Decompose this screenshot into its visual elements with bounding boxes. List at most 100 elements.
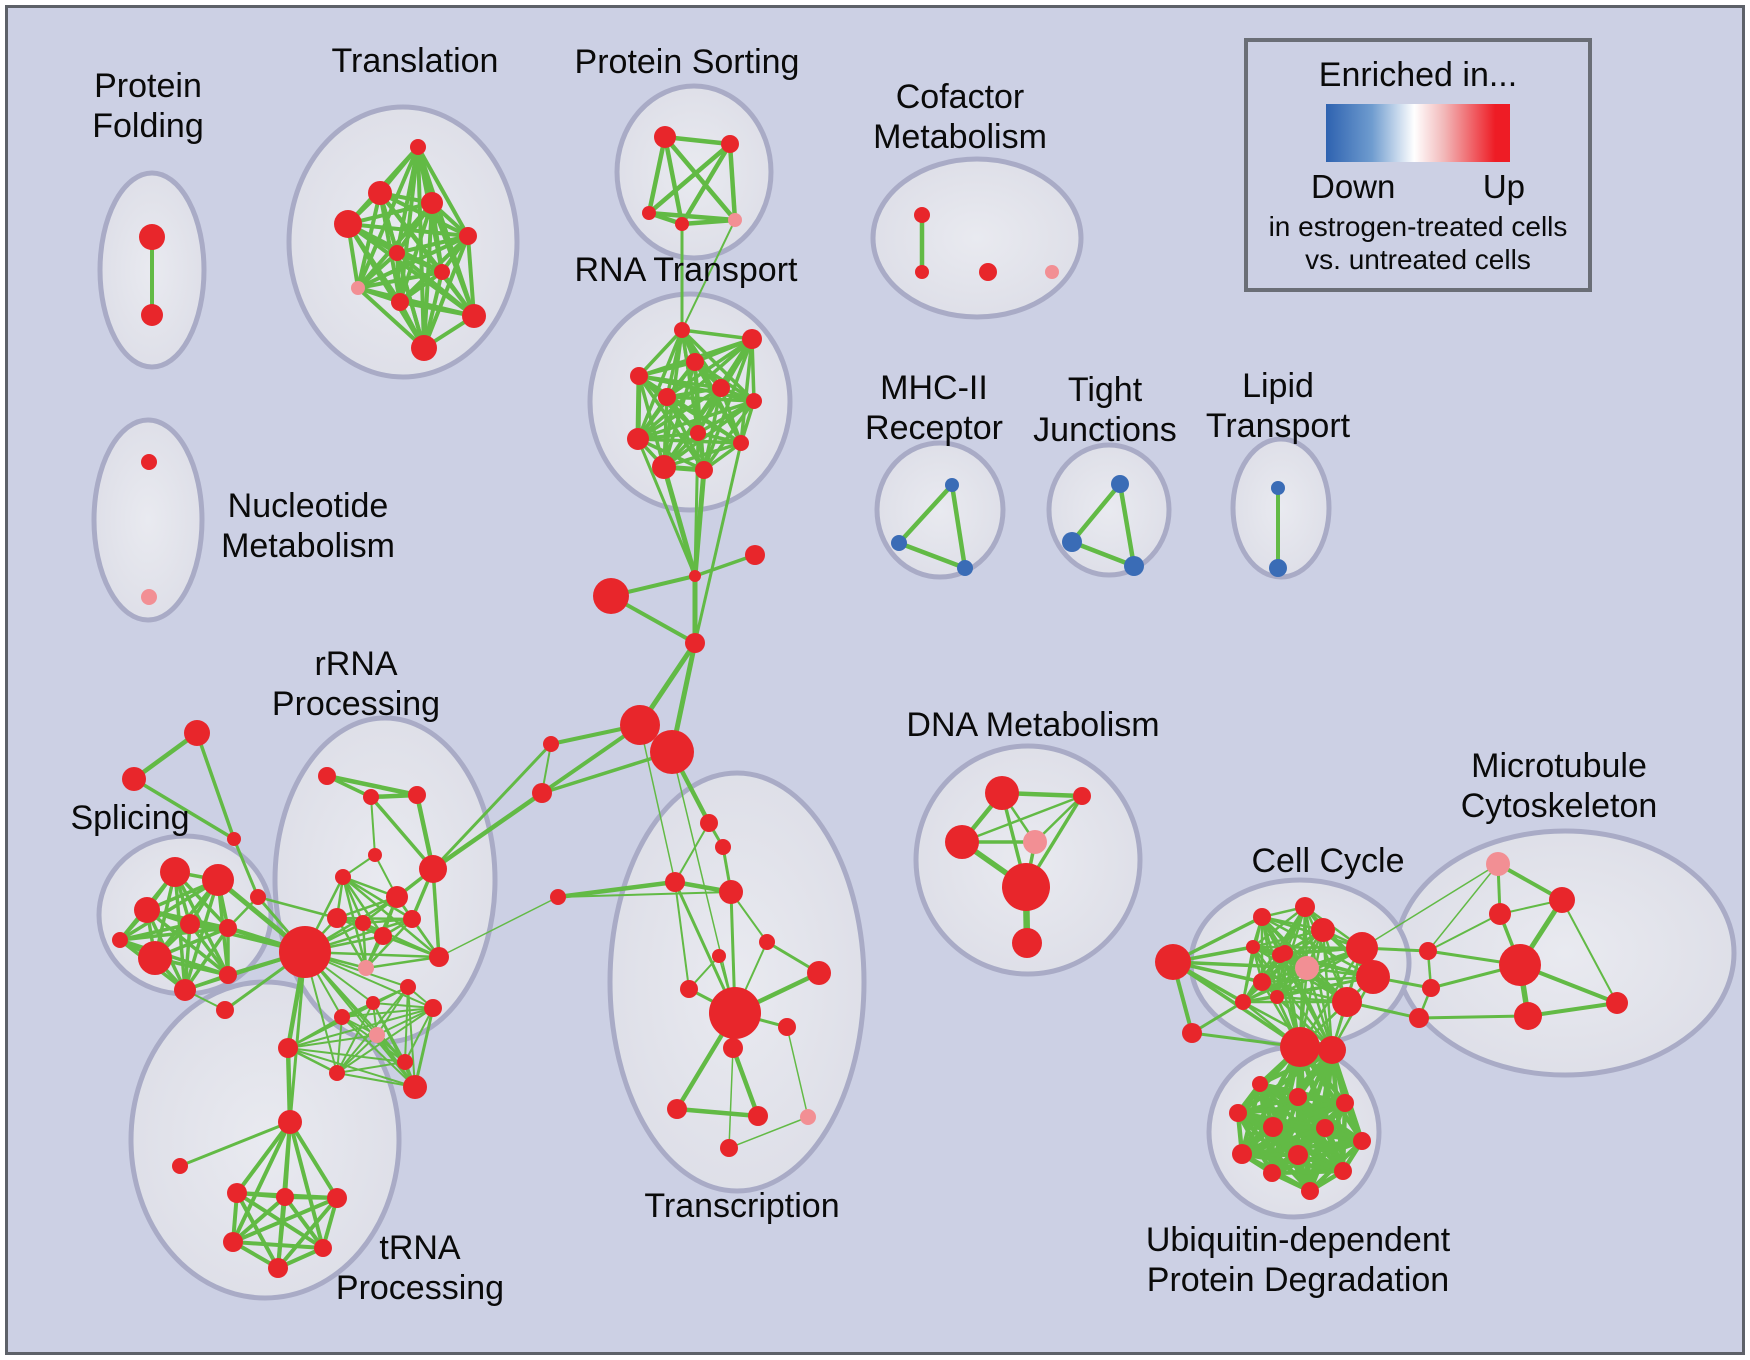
gene-set-node[interactable] — [389, 245, 405, 261]
gene-set-node[interactable] — [700, 814, 718, 832]
gene-set-node[interactable] — [276, 1188, 294, 1206]
gene-set-node[interactable] — [720, 1139, 738, 1157]
gene-set-node[interactable] — [957, 560, 973, 576]
gene-set-node[interactable] — [1271, 481, 1285, 495]
gene-set-node[interactable] — [223, 1232, 243, 1252]
gene-set-node[interactable] — [1499, 944, 1541, 986]
gene-set-node[interactable] — [327, 908, 347, 928]
gene-set-node[interactable] — [141, 454, 157, 470]
gene-set-node[interactable] — [403, 1075, 427, 1099]
gene-set-node[interactable] — [421, 192, 443, 214]
gene-set-node[interactable] — [363, 789, 379, 805]
gene-set-node[interactable] — [689, 570, 701, 582]
gene-set-node[interactable] — [709, 987, 761, 1039]
gene-set-node[interactable] — [369, 1027, 385, 1043]
gene-set-node[interactable] — [202, 864, 234, 896]
gene-set-node[interactable] — [1318, 1036, 1346, 1064]
gene-set-node[interactable] — [397, 1054, 413, 1070]
gene-set-node[interactable] — [1336, 1094, 1354, 1112]
gene-set-node[interactable] — [723, 1038, 743, 1058]
gene-set-node[interactable] — [652, 455, 676, 479]
gene-set-node[interactable] — [1246, 940, 1260, 954]
gene-set-node[interactable] — [1232, 1144, 1252, 1164]
gene-set-node[interactable] — [686, 353, 704, 371]
gene-set-node[interactable] — [386, 886, 408, 908]
gene-set-node[interactable] — [268, 1258, 288, 1278]
gene-set-node[interactable] — [318, 767, 336, 785]
gene-set-node[interactable] — [219, 919, 237, 937]
gene-set-node[interactable] — [1277, 945, 1293, 961]
gene-set-node[interactable] — [654, 126, 676, 148]
gene-set-node[interactable] — [891, 535, 907, 551]
gene-set-node[interactable] — [1288, 1145, 1308, 1165]
gene-set-node[interactable] — [368, 181, 392, 205]
gene-set-node[interactable] — [400, 979, 416, 995]
gene-set-node[interactable] — [1334, 1162, 1352, 1180]
gene-set-node[interactable] — [620, 705, 660, 745]
gene-set-node[interactable] — [329, 1065, 345, 1081]
gene-set-node[interactable] — [408, 786, 426, 804]
gene-set-node[interactable] — [675, 217, 689, 231]
gene-set-node[interactable] — [712, 949, 726, 963]
gene-set-node[interactable] — [403, 910, 421, 928]
gene-set-node[interactable] — [728, 213, 742, 227]
gene-set-node[interactable] — [1124, 556, 1144, 576]
gene-set-node[interactable] — [1263, 1117, 1283, 1137]
gene-set-node[interactable] — [685, 633, 705, 653]
gene-set-node[interactable] — [335, 869, 351, 885]
gene-set-node[interactable] — [532, 783, 552, 803]
gene-set-node[interactable] — [1514, 1002, 1542, 1030]
gene-set-node[interactable] — [1012, 928, 1042, 958]
gene-set-node[interactable] — [719, 880, 743, 904]
gene-set-node[interactable] — [1045, 265, 1059, 279]
gene-set-node[interactable] — [434, 264, 450, 280]
gene-set-node[interactable] — [1155, 944, 1191, 980]
gene-set-node[interactable] — [227, 832, 241, 846]
gene-set-node[interactable] — [667, 1099, 687, 1119]
gene-set-node[interactable] — [914, 207, 930, 223]
gene-set-node[interactable] — [314, 1239, 332, 1257]
gene-set-node[interactable] — [1270, 990, 1284, 1004]
gene-set-node[interactable] — [690, 425, 706, 441]
gene-set-node[interactable] — [1353, 1132, 1371, 1150]
gene-set-node[interactable] — [279, 926, 331, 978]
gene-set-node[interactable] — [368, 848, 382, 862]
gene-set-node[interactable] — [695, 461, 713, 479]
gene-set-node[interactable] — [1263, 1164, 1281, 1182]
gene-set-node[interactable] — [351, 281, 365, 295]
gene-set-node[interactable] — [1346, 932, 1378, 964]
gene-set-node[interactable] — [1062, 532, 1082, 552]
gene-set-node[interactable] — [915, 265, 929, 279]
gene-set-node[interactable] — [1235, 994, 1251, 1010]
gene-set-node[interactable] — [1295, 956, 1319, 980]
gene-set-node[interactable] — [550, 889, 566, 905]
gene-set-node[interactable] — [122, 767, 146, 791]
gene-set-node[interactable] — [1280, 1027, 1320, 1067]
gene-set-node[interactable] — [139, 224, 165, 250]
gene-set-node[interactable] — [141, 589, 157, 605]
gene-set-node[interactable] — [543, 736, 559, 752]
gene-set-node[interactable] — [429, 947, 449, 967]
gene-set-node[interactable] — [141, 304, 163, 326]
gene-set-node[interactable] — [665, 872, 685, 892]
gene-set-node[interactable] — [778, 1018, 796, 1036]
gene-set-node[interactable] — [1409, 1008, 1429, 1028]
gene-set-node[interactable] — [1111, 475, 1129, 493]
gene-set-node[interactable] — [630, 367, 648, 385]
gene-set-node[interactable] — [1486, 852, 1510, 876]
gene-set-node[interactable] — [1229, 1104, 1247, 1122]
gene-set-node[interactable] — [1606, 992, 1628, 1014]
gene-set-node[interactable] — [355, 915, 371, 931]
gene-set-node[interactable] — [278, 1038, 298, 1058]
gene-set-node[interactable] — [748, 1106, 768, 1126]
gene-set-node[interactable] — [459, 227, 477, 245]
gene-set-node[interactable] — [1182, 1023, 1202, 1043]
gene-set-node[interactable] — [462, 304, 486, 328]
gene-set-node[interactable] — [807, 961, 831, 985]
gene-set-node[interactable] — [985, 776, 1019, 810]
gene-set-node[interactable] — [1489, 903, 1511, 925]
gene-set-node[interactable] — [593, 578, 629, 614]
gene-set-node[interactable] — [138, 941, 172, 975]
gene-set-node[interactable] — [746, 393, 762, 409]
